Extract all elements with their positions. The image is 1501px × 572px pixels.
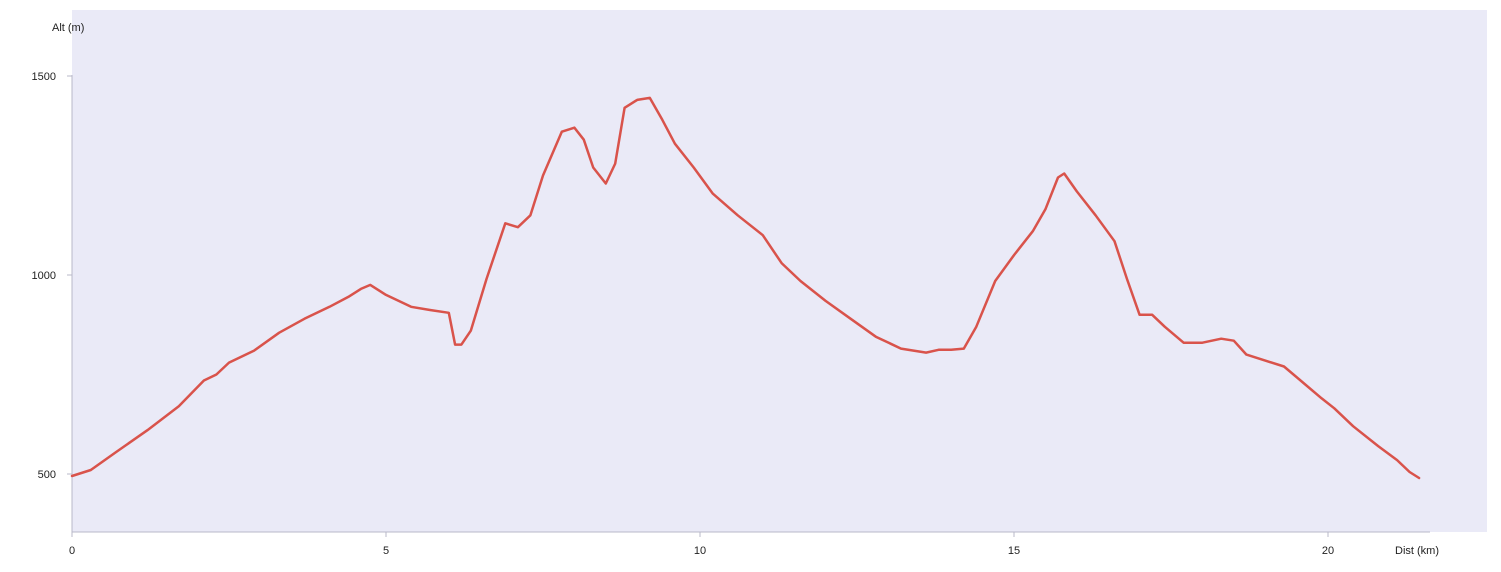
elevation-line: [70, 96, 1421, 480]
x-tick-label: 0: [69, 545, 75, 557]
y-tick-label: 1000: [32, 270, 56, 282]
y-tick-label: 500: [38, 469, 56, 481]
x-tick-label: 15: [1008, 545, 1020, 557]
x-tick-group: 0 5 10 15 20: [69, 532, 1334, 557]
plot-background: [72, 10, 1487, 532]
y-axis-label: Alt (m): [52, 22, 84, 34]
y-tick-group: 500 1000 1500: [32, 71, 72, 481]
y-tick-label: 1500: [32, 71, 56, 83]
x-axis-label: Dist (km): [1395, 545, 1439, 557]
x-tick-label: 10: [694, 545, 706, 557]
x-tick-label: 20: [1322, 545, 1334, 557]
x-tick-label: 5: [383, 545, 389, 557]
